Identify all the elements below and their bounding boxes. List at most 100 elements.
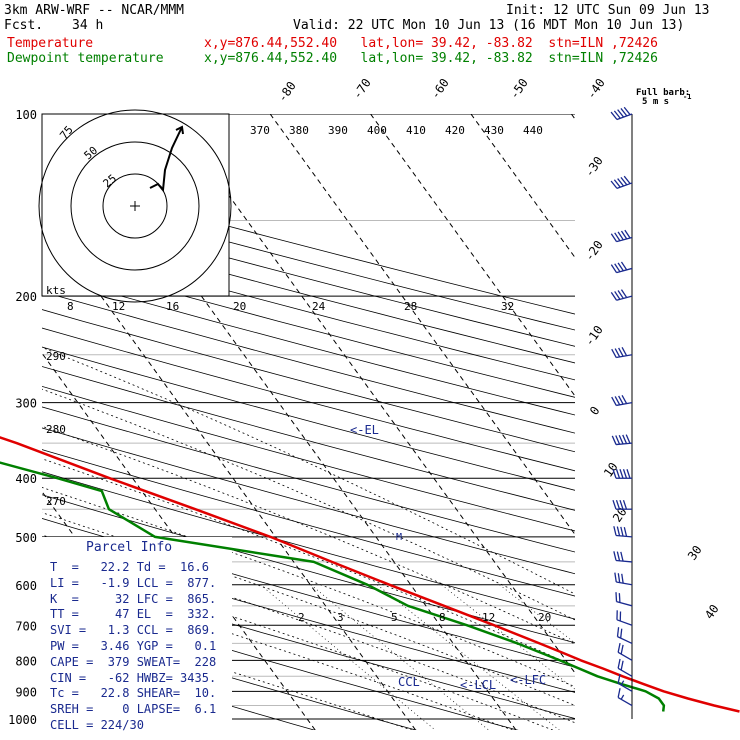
wind-barb-flag	[614, 232, 621, 242]
theta-label-400: 400	[367, 124, 387, 137]
pressure-label-800: 800	[15, 654, 37, 668]
temperature-location: x,y=876.44,552.40 lat,lon= 39.42, -83.82…	[204, 36, 658, 51]
wind-barb	[615, 592, 633, 607]
mixing-ratio-label-upper-8: 8	[67, 300, 74, 313]
wind-barb-flag	[619, 469, 624, 479]
plot-area	[0, 114, 575, 732]
wind-barb-flag	[623, 175, 631, 185]
wind-barb-staff	[616, 354, 633, 359]
barb-key-title: Full barb:	[636, 88, 690, 98]
isotherm-label--40: -40	[584, 76, 608, 102]
dry-adiabat-label-290: 290	[46, 350, 66, 363]
wind-barb-flag	[622, 499, 628, 510]
forecast-label: Fcst.	[4, 18, 44, 33]
wind-barb	[617, 642, 633, 661]
mixing-ratio-3	[310, 584, 490, 730]
wind-barb-flag	[615, 592, 618, 602]
hodograph-ring-2	[38, 109, 232, 303]
pressure-label-500: 500	[15, 531, 37, 545]
theta-label-390: 390	[328, 124, 348, 137]
wind-barb-flag	[620, 108, 628, 117]
wind-barb-staff	[617, 667, 633, 677]
parcel-info-line: TT = 47 EL = 332.	[50, 607, 217, 622]
barb-key-exponent: -1	[683, 93, 691, 101]
wind-barb-flag	[621, 394, 628, 404]
forecast-hours: 34 h	[72, 18, 104, 33]
wind-barb	[610, 289, 633, 301]
wind-barb-flag	[617, 290, 624, 299]
mixing-ratio-label-lower-3: 3	[337, 611, 344, 624]
wind-barb-flag	[610, 111, 618, 120]
wind-barb-flag	[614, 396, 621, 406]
pressure-label-400: 400	[15, 472, 37, 486]
barb-key-value: 5 m s	[642, 97, 669, 107]
wind-barb-staff	[616, 267, 633, 274]
wind-barb-staff	[616, 402, 633, 407]
isotherm-label--60: -60	[428, 76, 452, 102]
isotherm-label-10: 10	[601, 460, 621, 480]
wind-barb-flag	[622, 469, 628, 479]
mixing-ratio-label-lower-5: 5	[391, 611, 398, 624]
mixing-ratio-label-lower-8: 8	[439, 611, 446, 624]
ccl-marker: CCL	[398, 675, 420, 689]
hodograph-storm	[149, 182, 164, 191]
wind-barb-flag	[616, 551, 621, 561]
wind-barb	[611, 434, 633, 446]
isotherm-label--30: -30	[582, 154, 606, 180]
wind-barb-flag	[618, 395, 624, 405]
wind-barb-flag	[620, 289, 628, 298]
wind-barb	[610, 106, 633, 121]
wind-barb-flag	[618, 434, 624, 445]
isotherm--50	[0, 114, 15, 732]
mixing-ratio-label-upper-28: 28	[404, 300, 417, 313]
wind-barb-flag	[617, 673, 621, 684]
parcel-info-line: LI = -1.9 LCL = 877.	[50, 575, 217, 590]
theta-label-410: 410	[406, 124, 426, 137]
pressure-label-600: 600	[15, 579, 37, 593]
wind-barb-flag	[610, 233, 618, 242]
dry-adiabat-label-280: 280	[46, 423, 66, 436]
mixing-ratio-2	[260, 584, 436, 730]
wind-barb-flag	[621, 347, 628, 357]
wind-barb-flag	[617, 573, 621, 583]
wind-barb	[610, 229, 633, 243]
wind-barb-staff	[616, 619, 633, 626]
parcel-info-line: SVI = 1.3 CCL = 869.	[50, 623, 217, 638]
wind-barb-staff	[616, 581, 633, 586]
dry-adiabat-430	[42, 256, 575, 398]
dewpoint-legend: Dewpoint temperature	[7, 51, 164, 66]
wind-barb	[617, 673, 633, 692]
el-marker: <-EL	[350, 423, 379, 437]
dry-adiabat-340	[42, 427, 575, 575]
model-title: 3km ARW-WRF -- NCAR/MMM	[4, 3, 185, 18]
wind-barb-half	[620, 694, 625, 700]
wind-barb-flag	[617, 109, 625, 118]
wind-barb-staff	[616, 295, 633, 301]
wind-barb-flag	[611, 396, 617, 406]
mixing-ratio-8	[441, 584, 575, 690]
pressure-label-100: 100	[15, 108, 37, 122]
wind-barb-flag	[617, 178, 625, 187]
wind-barb-flag	[617, 642, 621, 653]
wind-barb-flag	[614, 291, 621, 300]
wind-barb-staff	[617, 651, 633, 661]
dry-adiabat-380	[42, 346, 575, 491]
wind-barb-flag	[613, 526, 617, 536]
wind-barb	[611, 394, 633, 407]
wind-barb	[617, 658, 633, 677]
parcel-info-line: CAPE = 379 SWEAT= 228	[50, 654, 217, 669]
dry-adiabat-400	[42, 309, 575, 453]
wind-barb-flag	[612, 469, 617, 479]
wind-barb-flag	[616, 526, 621, 536]
wind-barb	[616, 610, 633, 626]
wind-barb-flag	[620, 261, 628, 271]
dry-adiabat-410	[42, 291, 575, 434]
wind-barb	[617, 688, 633, 707]
isotherm-label--80: -80	[275, 79, 299, 105]
wind-barb-flag	[623, 527, 628, 537]
wind-barb-flag	[615, 435, 621, 445]
wind-barb-flag	[618, 593, 621, 603]
wind-barb	[613, 526, 633, 538]
wind-barb	[614, 572, 633, 586]
series-line-0	[0, 436, 740, 713]
